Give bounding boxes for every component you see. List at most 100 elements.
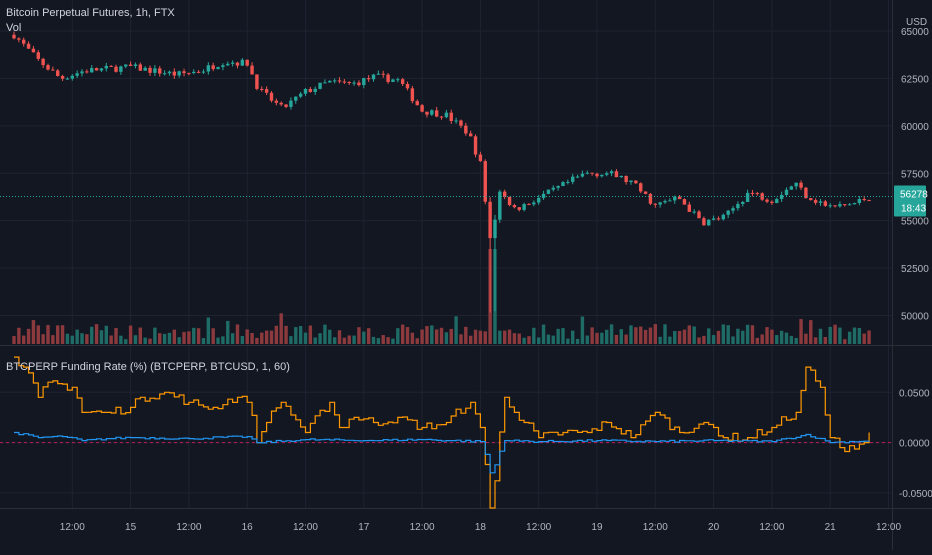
candle-body <box>551 187 555 190</box>
volume-bar <box>94 324 99 344</box>
currency-label[interactable]: USD <box>906 17 928 28</box>
volume-bar <box>804 333 808 344</box>
volume-bar <box>177 337 181 344</box>
volume-bar <box>838 327 842 344</box>
volume-bar <box>167 332 172 344</box>
volume-bar <box>473 329 478 344</box>
candle-body <box>741 201 745 204</box>
candle-body <box>434 110 439 117</box>
candle-body <box>731 208 735 211</box>
volume-bar <box>619 329 623 344</box>
price-tick-label: 50000 <box>901 312 929 323</box>
volume-bar <box>182 331 186 344</box>
volume-bar <box>755 337 760 344</box>
volume-bar <box>809 320 813 344</box>
candle-body <box>36 52 40 59</box>
volume-bar <box>328 329 332 344</box>
volume-bar <box>279 313 283 344</box>
volume-bar <box>721 324 726 344</box>
volume-bar <box>226 320 230 344</box>
volume-bar <box>391 338 395 344</box>
volume-bar <box>153 327 157 344</box>
volume-bar <box>99 330 104 344</box>
candle-body <box>410 88 415 102</box>
volume-bar <box>415 338 419 344</box>
volume-bar <box>162 333 167 344</box>
candle-body <box>17 38 21 40</box>
candle-body <box>250 65 254 75</box>
candle-body <box>833 205 837 207</box>
candle-body <box>862 199 866 201</box>
candle-body <box>687 204 692 212</box>
candle-body <box>128 64 133 67</box>
price-tick-label: 55000 <box>901 217 929 228</box>
candle-body <box>328 80 332 83</box>
candle-body <box>639 183 643 192</box>
volume-bar <box>643 329 648 344</box>
volume-bar <box>250 332 254 344</box>
candle-body <box>342 81 347 83</box>
candle-body <box>668 200 672 202</box>
volume-bar <box>260 332 264 344</box>
candle-body <box>444 112 449 118</box>
candle-body <box>838 204 842 207</box>
candle-body <box>580 173 585 177</box>
funding-tick-label: 0.0000 <box>899 439 930 450</box>
volume-bar <box>775 335 779 344</box>
volume-bar <box>172 329 177 344</box>
volume-bar <box>478 330 483 344</box>
candle-body <box>323 82 327 84</box>
candle-body <box>546 189 551 194</box>
candle-body <box>512 205 517 208</box>
candle-body <box>80 71 84 74</box>
candle-body <box>522 204 526 210</box>
volume-bar <box>342 337 347 344</box>
candle-body <box>575 176 580 178</box>
time-tick-label: 17 <box>358 522 370 533</box>
candle-body <box>347 81 351 84</box>
candle-body <box>298 93 303 97</box>
volume-bar <box>765 327 769 344</box>
volume-bar <box>464 326 468 344</box>
volume-bar <box>192 327 196 344</box>
candle-body <box>726 210 730 215</box>
candle-body <box>677 196 682 200</box>
candle-body <box>614 171 619 178</box>
candle-body <box>240 59 245 66</box>
candle-body <box>517 207 521 210</box>
candle-body <box>172 71 177 76</box>
time-tick-label: 20 <box>708 522 720 533</box>
candle-body <box>692 211 696 213</box>
candle-body <box>182 71 186 74</box>
volume-bar <box>439 327 444 344</box>
time-tick-label: 19 <box>591 522 603 533</box>
volume-bar <box>148 338 152 344</box>
volume-bar <box>124 339 128 344</box>
volume-bar <box>347 335 351 344</box>
candle-body <box>201 71 206 73</box>
volume-bar <box>294 327 298 344</box>
volume-bar <box>31 320 36 344</box>
volume-bar <box>211 328 215 344</box>
volume-bar <box>255 337 259 344</box>
candle-body <box>405 83 410 89</box>
candle-body <box>624 175 628 183</box>
candle-body <box>162 73 167 75</box>
volume-bar <box>556 328 560 344</box>
candle-body <box>473 136 478 155</box>
volume-bar <box>512 333 517 344</box>
volume-bar <box>240 336 245 344</box>
candle-body <box>153 68 157 73</box>
volume-bar <box>736 328 740 344</box>
volume-bar <box>201 338 206 344</box>
volume-bar <box>794 337 798 344</box>
candle-body <box>425 111 429 115</box>
candle-body <box>12 34 16 39</box>
volume-bar <box>799 319 803 344</box>
candle-body <box>386 74 390 82</box>
volume-bar <box>400 324 405 344</box>
candle-body <box>799 182 803 188</box>
candle-body <box>507 196 512 206</box>
